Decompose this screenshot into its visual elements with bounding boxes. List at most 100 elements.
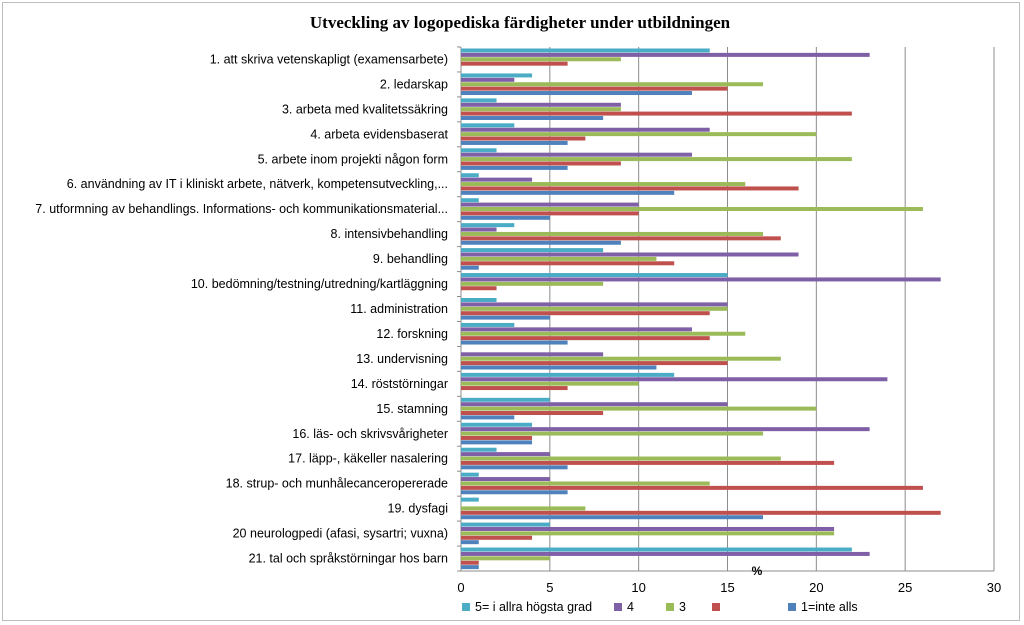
bar	[461, 515, 764, 520]
legend-swatch	[788, 603, 796, 611]
bar	[461, 427, 870, 432]
bar	[461, 157, 852, 162]
category-label: 9. behandling	[373, 252, 448, 266]
bar	[461, 540, 479, 545]
bar	[461, 111, 852, 116]
bar	[461, 248, 604, 253]
bar	[461, 361, 728, 366]
bar	[461, 82, 764, 87]
x-tick-label: 25	[898, 580, 912, 595]
bar	[461, 431, 764, 436]
bar	[461, 340, 568, 345]
bar	[461, 140, 568, 145]
legend-swatch	[614, 603, 622, 611]
bar	[461, 331, 746, 336]
x-tick-label: 10	[631, 580, 645, 595]
bar	[461, 352, 604, 357]
legend-label: 1=inte alls	[801, 600, 858, 614]
legend: 5= i allra högsta grad 4 3 1=inte alls	[462, 600, 858, 614]
x-axis-unit: %	[752, 564, 763, 578]
bar	[461, 61, 568, 66]
bar	[461, 190, 675, 195]
bar	[461, 365, 657, 370]
bar	[461, 415, 515, 420]
legend-label: 3	[679, 600, 686, 614]
bar	[461, 223, 515, 228]
bar	[461, 306, 728, 311]
bar	[461, 123, 515, 128]
bar	[461, 406, 817, 411]
bar	[461, 240, 621, 245]
bar	[461, 526, 835, 531]
bar	[461, 173, 479, 178]
bar	[461, 165, 568, 170]
bar	[461, 298, 497, 302]
bar	[461, 273, 728, 278]
bar	[461, 177, 533, 182]
bar	[461, 452, 550, 457]
bar	[461, 477, 550, 482]
x-tick-label: 20	[809, 580, 823, 595]
bar	[461, 386, 568, 391]
bar	[461, 547, 852, 552]
bar	[461, 510, 941, 515]
bar	[461, 397, 550, 402]
category-label: 8. intensivbehandling	[331, 227, 448, 241]
bar	[461, 231, 764, 236]
category-label: 15. stamning	[376, 402, 448, 416]
category-label: 20 neurologpedi (afasi, sysartri; vuxna)	[233, 527, 448, 541]
legend-swatch	[712, 603, 720, 611]
bar	[461, 252, 799, 257]
category-label: 12. forskning	[376, 327, 448, 341]
bar	[461, 98, 497, 103]
bars	[461, 48, 941, 570]
bar	[461, 198, 479, 203]
category-label: 4. arbeta evidensbaserat	[310, 127, 448, 141]
bar	[461, 265, 479, 270]
bar	[461, 256, 657, 261]
bar	[461, 422, 533, 427]
bar	[461, 435, 533, 440]
bar	[461, 447, 497, 452]
bar	[461, 236, 781, 241]
bar	[461, 556, 550, 561]
bar	[461, 277, 941, 282]
bar	[461, 356, 781, 361]
bar	[461, 560, 479, 565]
bar	[461, 551, 870, 556]
x-tick-label: 0	[457, 580, 464, 595]
category-label: 11. administration	[350, 302, 448, 316]
bar	[461, 281, 604, 286]
bar	[461, 472, 479, 477]
x-tick-label: 15	[720, 580, 734, 595]
category-label: 14. röststörningar	[351, 377, 448, 391]
legend-label: 5= i allra högsta grad	[475, 600, 592, 614]
x-tick-labels: 0 5 10 15 20 25 30	[457, 580, 1001, 595]
category-label: 6. användning av IT i kliniskt arbete, n…	[67, 177, 448, 191]
bar	[461, 440, 533, 445]
bar	[461, 186, 799, 191]
bar	[461, 206, 923, 211]
category-label: 21. tal och språkstörningar hos barn	[249, 552, 448, 566]
bar	[461, 490, 568, 495]
bar	[461, 565, 479, 570]
bar	[461, 152, 692, 157]
category-label: 16. läs- och skrivsvårigheter	[292, 427, 448, 441]
bar	[461, 86, 728, 91]
category-label: 10. bedömning/testning/utredning/kartläg…	[191, 277, 448, 291]
category-label: 5. arbete inom projekti någon form	[258, 152, 448, 166]
bar	[461, 535, 533, 540]
bar	[461, 381, 639, 386]
bar	[461, 115, 604, 120]
bar	[461, 465, 568, 470]
bar	[461, 202, 639, 207]
bar	[461, 48, 710, 53]
bar	[461, 73, 533, 78]
bar	[461, 102, 621, 107]
bar	[461, 211, 639, 216]
bar	[461, 57, 621, 62]
bar	[461, 107, 621, 112]
bar	[461, 148, 497, 153]
